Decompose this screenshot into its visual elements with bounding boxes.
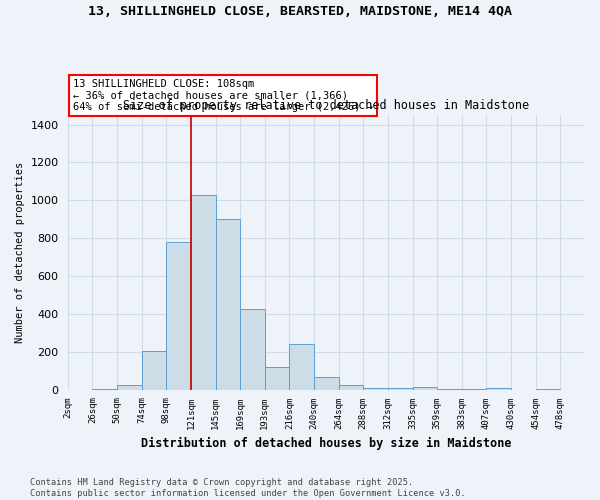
Bar	[92, 389, 117, 390]
Bar	[437, 389, 462, 390]
Title: Size of property relative to detached houses in Maidstone: Size of property relative to detached ho…	[123, 100, 529, 112]
Y-axis label: Number of detached properties: Number of detached properties	[15, 162, 25, 343]
Text: 13 SHILLINGHELD CLOSE: 108sqm
← 36% of detached houses are smaller (1,366)
64% o: 13 SHILLINGHELD CLOSE: 108sqm ← 36% of d…	[73, 79, 373, 112]
Bar	[289, 344, 314, 390]
Bar	[413, 387, 437, 390]
Bar	[240, 308, 265, 390]
Bar	[265, 368, 289, 390]
Bar	[314, 377, 338, 390]
Text: Contains HM Land Registry data © Crown copyright and database right 2025.
Contai: Contains HM Land Registry data © Crown c…	[30, 478, 466, 498]
Bar	[462, 389, 487, 390]
X-axis label: Distribution of detached houses by size in Maidstone: Distribution of detached houses by size …	[141, 437, 512, 450]
Bar	[166, 242, 191, 390]
Bar	[388, 388, 413, 390]
Bar	[215, 220, 240, 390]
Bar	[364, 388, 388, 390]
Bar	[536, 389, 560, 390]
Bar	[487, 388, 511, 390]
Bar	[142, 351, 166, 390]
Bar	[338, 386, 364, 390]
Bar	[191, 194, 215, 390]
Text: 13, SHILLINGHELD CLOSE, BEARSTED, MAIDSTONE, ME14 4QA: 13, SHILLINGHELD CLOSE, BEARSTED, MAIDST…	[88, 5, 512, 18]
Bar	[117, 386, 142, 390]
